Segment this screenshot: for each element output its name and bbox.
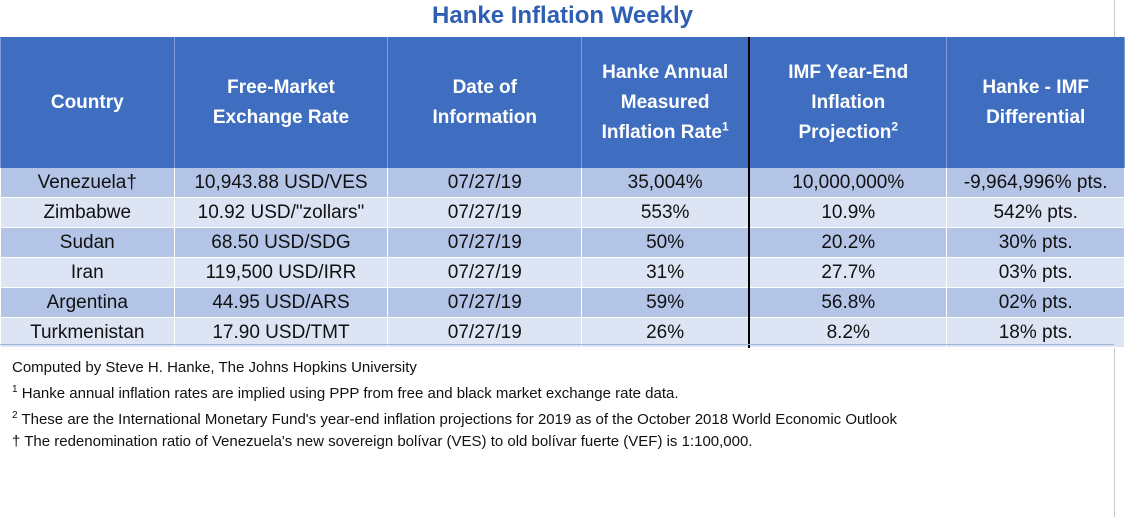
header-hanke-rate-line2: Measured — [620, 92, 710, 113]
cell-exchange-rate: 119,500 USD/IRR — [173, 257, 389, 288]
cell-country: Argentina — [0, 287, 175, 318]
cell-exchange-rate: 10.92 USD/"zollars" — [173, 197, 389, 228]
cell-date: 07/27/19 — [387, 287, 583, 318]
cell-country: Turkmenistan — [0, 317, 175, 348]
inflation-table: Country Free-Market Exchange Rate Date o… — [0, 37, 1125, 348]
page-title: Hanke Inflation Weekly — [432, 2, 693, 29]
header-exchange-rate-line1: Free-Market — [227, 77, 335, 98]
header-differential-line2: Differential — [986, 107, 1086, 128]
header-imf-projection-line3: Projection — [798, 122, 892, 143]
header-country-line1: Country — [50, 92, 124, 113]
footnote-3: † The redenomination ratio of Venezuela'… — [12, 433, 753, 450]
header-hanke-rate-line1: Hanke Annual — [602, 62, 729, 83]
table-row-venezuela: Venezuela† 10,943.88 USD/VES 07/27/19 35… — [0, 168, 1125, 198]
header-date: Date of Information — [387, 37, 583, 168]
cell-date: 07/27/19 — [387, 168, 583, 198]
footnote-2-text: These are the International Monetary Fun… — [17, 411, 898, 428]
table-bottom-rule — [0, 344, 1114, 345]
cell-country: Iran — [0, 257, 175, 288]
footnotes: Computed by Steve H. Hanke, The Johns Ho… — [12, 357, 1112, 453]
cell-date: 07/27/19 — [387, 197, 583, 228]
cell-hanke-rate: 35,004% — [581, 168, 750, 198]
cell-differential: 30% pts. — [946, 227, 1125, 258]
header-differential: Hanke - IMF Differential — [946, 37, 1125, 168]
header-imf-projection-line2: Inflation — [811, 92, 886, 113]
cell-country: Venezuela† — [0, 168, 175, 198]
cell-date: 07/27/19 — [387, 257, 583, 288]
cell-country: Sudan — [0, 227, 175, 258]
cell-imf-projection: 10.9% — [748, 197, 948, 228]
header-hanke-rate: Hanke Annual Measured Inflation Rate1 — [581, 37, 750, 168]
cell-date: 07/27/19 — [387, 317, 583, 348]
header-hanke-rate-line3: Inflation Rate — [601, 122, 722, 143]
footnote-1: 1 Hanke annual inflation rates are impli… — [12, 379, 1112, 405]
table-row-turkmenistan: Turkmenistan 17.90 USD/TMT 07/27/19 26% … — [0, 317, 1125, 348]
cell-differential: 18% pts. — [946, 317, 1125, 348]
footnote-2-marker: 2 — [12, 410, 18, 421]
header-row: Country Free-Market Exchange Rate Date o… — [0, 37, 1125, 168]
table-row-argentina: Argentina 44.95 USD/ARS 07/27/19 59% 56.… — [0, 287, 1125, 318]
cell-differential: 02% pts. — [946, 287, 1125, 318]
header-date-line2: Information — [432, 107, 538, 128]
cell-hanke-rate: 50% — [581, 227, 750, 258]
cell-differential: 542% pts. — [946, 197, 1125, 228]
header-differential-line1: Hanke - IMF — [982, 77, 1089, 98]
header-imf-projection-line1: IMF Year-End — [788, 62, 909, 83]
cell-exchange-rate: 10,943.88 USD/VES — [173, 168, 389, 198]
header-hanke-rate-sup: 1 — [721, 119, 729, 134]
cell-differential: 03% pts. — [946, 257, 1125, 288]
cell-date: 07/27/19 — [387, 227, 583, 258]
cell-hanke-rate: 553% — [581, 197, 750, 228]
footnote-2: 2 These are the International Monetary F… — [12, 405, 1112, 431]
cell-exchange-rate: 44.95 USD/ARS — [173, 287, 389, 318]
cell-hanke-rate: 31% — [581, 257, 750, 288]
cell-country: Zimbabwe — [0, 197, 175, 228]
cell-exchange-rate: 17.90 USD/TMT — [173, 317, 389, 348]
cell-imf-projection: 56.8% — [748, 287, 948, 318]
cell-imf-projection: 20.2% — [748, 227, 948, 258]
header-date-line1: Date of — [452, 77, 517, 98]
header-exchange-rate-line2: Exchange Rate — [212, 107, 350, 128]
footnote-1-text: Hanke annual inflation rates are implied… — [17, 385, 679, 402]
cell-hanke-rate: 26% — [581, 317, 750, 348]
cell-imf-projection: 10,000,000% — [748, 168, 948, 198]
header-exchange-rate: Free-Market Exchange Rate — [173, 37, 389, 168]
table-row-sudan: Sudan 68.50 USD/SDG 07/27/19 50% 20.2% 3… — [0, 227, 1125, 258]
cell-imf-projection: 8.2% — [748, 317, 948, 348]
cell-hanke-rate: 59% — [581, 287, 750, 318]
footnote-1-marker: 1 — [12, 384, 18, 395]
table-row-zimbabwe: Zimbabwe 10.92 USD/"zollars" 07/27/19 55… — [0, 197, 1125, 228]
cell-differential: -9,964,996% pts. — [946, 168, 1125, 198]
table-row-iran: Iran 119,500 USD/IRR 07/27/19 31% 27.7% … — [0, 257, 1125, 288]
header-country: Country — [0, 37, 175, 168]
cell-imf-projection: 27.7% — [748, 257, 948, 288]
cell-exchange-rate: 68.50 USD/SDG — [173, 227, 389, 258]
header-imf-projection-sup: 2 — [891, 119, 899, 134]
header-imf-projection: IMF Year-End Inflation Projection2 — [748, 37, 948, 168]
footnote-credit: Computed by Steve H. Hanke, The Johns Ho… — [12, 359, 417, 376]
